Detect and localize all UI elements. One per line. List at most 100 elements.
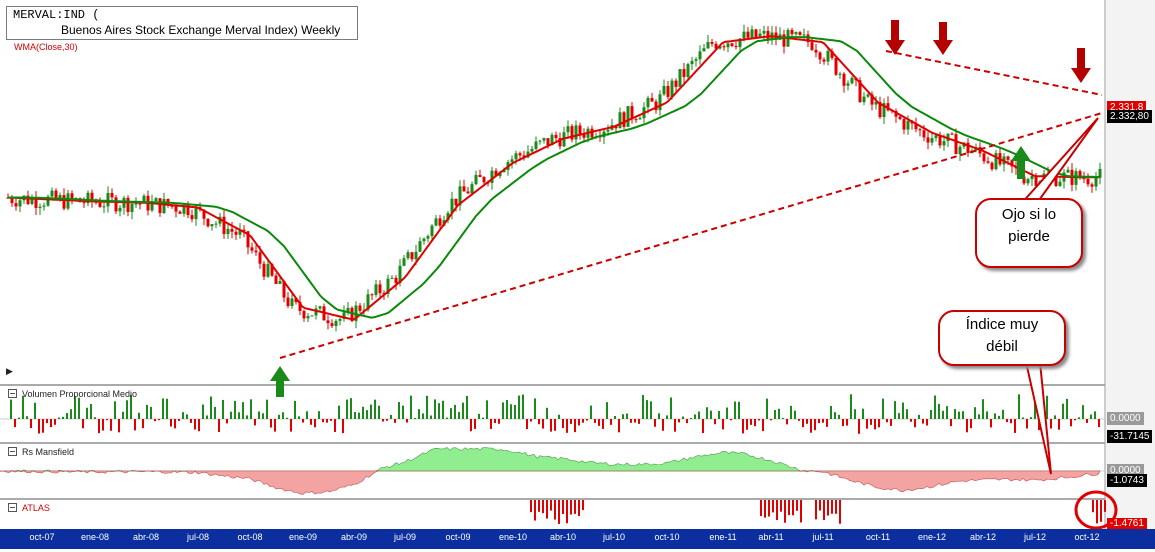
chart-header: MERVAL:IND ( Buenos Aires Stock Exchange… [6,6,358,40]
play-icon[interactable]: ▶ [6,366,13,376]
volume-bar [574,419,576,433]
candle [130,203,134,213]
candle [698,51,702,60]
volume-bar [750,419,752,425]
candle [526,151,530,158]
collapse-icon[interactable] [8,389,17,399]
volume-bar [778,408,780,419]
pane-label-rs[interactable]: Rs Mansfield [8,447,74,457]
candle [542,138,546,141]
candle [986,161,990,163]
volume-bar [882,398,884,419]
candle [410,252,414,260]
candle [794,32,798,35]
atlas-bar [578,500,580,516]
collapse-icon[interactable] [8,503,17,513]
volume-bar [542,419,544,429]
pane-label-atlas[interactable]: ATLAS [8,503,50,513]
candle [498,172,502,177]
candle [734,46,738,48]
candle [42,205,46,207]
volume-bar [62,416,64,419]
volume-bar [350,398,352,419]
candle [206,218,210,227]
volume-bar [294,401,296,419]
pane-label-volume[interactable]: Volumen Proporcional Medio [8,389,137,399]
volume-bar [762,419,764,432]
volume-bar [1014,419,1016,433]
candle [654,101,658,111]
candle [330,323,334,327]
atlas-value-tag: -1.4761 [1107,518,1147,529]
candle [226,228,230,235]
candle [726,43,730,48]
atlas-bar [760,500,762,517]
candle [926,137,930,143]
volume-bar [782,417,784,419]
volume-bar [834,412,836,419]
volume-bar [138,412,140,419]
collapse-icon[interactable] [8,447,17,457]
time-axis-tick: jul-09 [393,532,417,542]
candle [842,73,846,86]
volume-bar [1094,411,1096,419]
candle [870,94,874,105]
volume-bar [738,401,740,419]
volume-bar [906,409,908,419]
candle [98,202,102,207]
time-axis-tick: abr-10 [549,532,577,542]
volume-bar [694,414,696,419]
candle [382,293,386,295]
candle [938,135,942,146]
candle [518,153,522,156]
volume-bar [562,419,564,429]
candle [86,192,90,204]
volume-bar [334,419,336,432]
candle [990,162,994,170]
volume-bar [450,408,452,419]
candle [686,64,690,78]
candle [666,85,670,97]
volume-bar [418,409,420,419]
volume-bar [1066,398,1068,419]
volume-bar [926,419,928,426]
moving-average-green-line [8,36,1100,319]
volume-bar [962,411,964,419]
time-axis [0,529,1155,549]
candle [942,141,946,146]
volume-bar [270,419,272,428]
volume-bar [722,419,724,430]
volume-bar [94,417,96,419]
candle [546,138,550,146]
volume-bar [398,402,400,419]
candle [814,49,818,53]
candle [818,52,822,60]
atlas-bar [1104,500,1106,512]
candle [1054,174,1058,186]
volume-bar [754,419,756,427]
volume-bar [806,419,808,424]
volume-bar [162,398,164,419]
atlas-bar [764,500,766,518]
candle [1090,184,1094,187]
candle [834,57,838,75]
candle [514,153,518,160]
volume-bar [714,419,716,425]
candle [950,133,954,135]
candle [102,206,106,208]
volume-zero-tag: 0.0000 [1107,412,1144,425]
volume-bar [1070,419,1072,427]
candle [186,204,190,216]
volume-bar [822,419,824,423]
candle [302,310,306,319]
candle [246,231,250,248]
candle [430,225,434,237]
candle [406,252,410,259]
volume-bar [274,419,276,432]
candle [134,203,138,205]
volume-value-tag: -31.7145 [1107,430,1153,443]
candle [274,275,278,284]
candle [54,190,58,200]
volume-bar [522,394,524,419]
candle [458,186,462,206]
